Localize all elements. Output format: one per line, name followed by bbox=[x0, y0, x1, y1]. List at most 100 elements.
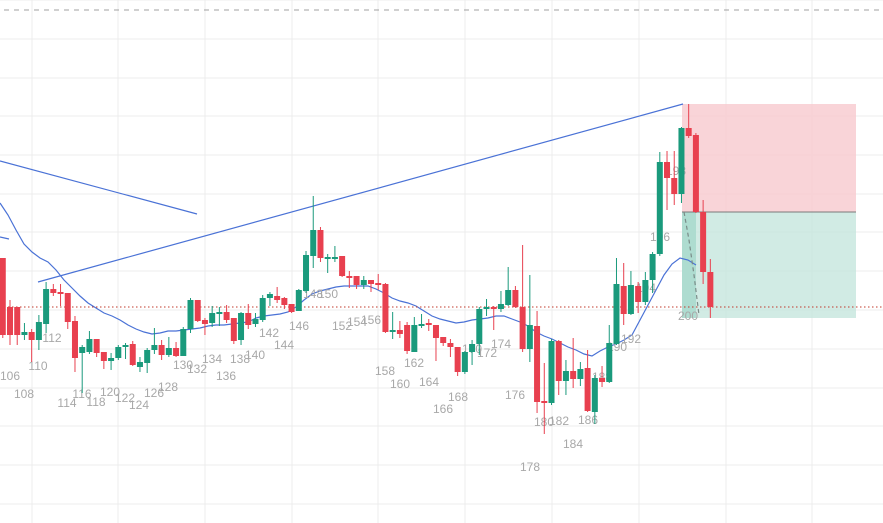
candle-up bbox=[562, 360, 569, 395]
candle-down bbox=[158, 340, 165, 360]
candle-up bbox=[548, 339, 555, 405]
candle-down bbox=[339, 256, 346, 277]
moving-average-line bbox=[0, 202, 697, 357]
candle-up bbox=[259, 295, 266, 322]
bar-index-label: 162 bbox=[404, 356, 424, 370]
candle-up bbox=[122, 343, 129, 359]
trendline[interactable] bbox=[0, 160, 198, 215]
candle-down bbox=[375, 274, 382, 290]
bar-index-label: 200 bbox=[678, 309, 698, 323]
candle-up bbox=[266, 292, 273, 306]
candle-down bbox=[245, 304, 252, 329]
bar-index-label: 116 bbox=[72, 387, 91, 401]
candle-down bbox=[71, 316, 78, 372]
candle-down bbox=[7, 300, 13, 345]
candle-up bbox=[324, 254, 331, 273]
candle-down bbox=[440, 337, 447, 346]
bar-index-label: 156 bbox=[361, 313, 381, 327]
candle-up bbox=[151, 328, 158, 354]
candle-up bbox=[469, 340, 476, 365]
candle-up bbox=[79, 345, 86, 393]
candle-down bbox=[519, 245, 526, 352]
active-profit-zone bbox=[682, 212, 696, 318]
candle-up bbox=[591, 375, 598, 424]
candle-up bbox=[461, 351, 468, 374]
candle-down bbox=[534, 311, 541, 413]
trendline[interactable] bbox=[37, 103, 684, 283]
candle-up bbox=[310, 196, 317, 268]
bar-index-label: 182 bbox=[549, 414, 569, 428]
candle-down bbox=[50, 284, 57, 296]
candle-down bbox=[664, 151, 671, 210]
bar-index-label: 144 bbox=[274, 338, 294, 352]
bar-index-label: 122 bbox=[115, 391, 135, 405]
candle-down bbox=[129, 341, 136, 366]
candle-down bbox=[584, 350, 591, 412]
candle-up bbox=[209, 306, 216, 327]
bar-index-labels: 1061081101121141161181201221241261281301… bbox=[0, 164, 698, 474]
candle-down bbox=[353, 276, 360, 289]
candle-up bbox=[180, 327, 187, 356]
candles bbox=[0, 104, 714, 434]
candle-down bbox=[620, 263, 627, 325]
trendline[interactable] bbox=[0, 236, 10, 240]
candle-up bbox=[216, 307, 223, 326]
candle-up bbox=[86, 331, 93, 354]
candle-down bbox=[64, 293, 71, 329]
bar-index-label: 164 bbox=[419, 375, 439, 389]
bar-index-label: 160 bbox=[390, 377, 410, 391]
projected-path-dashed bbox=[683, 211, 700, 316]
candle-down bbox=[512, 286, 519, 308]
candle-down bbox=[707, 259, 714, 318]
bar-index-label: 152 bbox=[332, 319, 352, 333]
candle-down bbox=[555, 340, 562, 395]
bar-index-label: 142 bbox=[259, 326, 279, 340]
candle-up bbox=[187, 298, 194, 333]
candle-up bbox=[136, 357, 143, 372]
candle-down bbox=[490, 306, 497, 330]
bar-index-label: 154 bbox=[347, 315, 367, 329]
bar-index-label: 138 bbox=[230, 352, 250, 366]
candle-up bbox=[389, 312, 396, 339]
candle-down bbox=[671, 151, 678, 205]
stop-loss-zone[interactable] bbox=[682, 104, 856, 212]
bar-index-label: 150 bbox=[318, 287, 338, 301]
bar-index-label: 186 bbox=[578, 413, 598, 427]
candle-down bbox=[447, 339, 454, 357]
candle-down bbox=[368, 280, 374, 292]
candle-down bbox=[396, 321, 403, 338]
bar-index-label: 124 bbox=[129, 398, 149, 412]
bar-index-label: 140 bbox=[245, 348, 265, 362]
bar-index-label: 134 bbox=[202, 352, 222, 366]
candle-down bbox=[274, 287, 281, 303]
candle-up bbox=[526, 275, 533, 362]
bar-index-label: 126 bbox=[144, 386, 164, 400]
candle-down bbox=[288, 304, 295, 313]
candle-down bbox=[599, 366, 606, 387]
candle-up bbox=[43, 282, 50, 333]
candle-down bbox=[454, 347, 461, 376]
bar-index-label: 118 bbox=[86, 395, 105, 409]
bar-index-label: 172 bbox=[477, 346, 497, 360]
candle-down bbox=[14, 307, 21, 345]
bar-index-label: 174 bbox=[491, 337, 511, 351]
candle-down bbox=[692, 133, 699, 213]
candle-up bbox=[678, 127, 685, 203]
candle-down bbox=[570, 338, 577, 388]
trendlines[interactable] bbox=[0, 103, 684, 283]
candle-up bbox=[606, 325, 613, 383]
candle-up bbox=[418, 314, 425, 328]
candle-down bbox=[317, 227, 324, 262]
candle-down bbox=[223, 305, 230, 323]
bar-index-label: 114 bbox=[57, 396, 76, 410]
bar-index-label: 110 bbox=[28, 359, 47, 373]
candle-down bbox=[541, 363, 548, 434]
candle-up bbox=[649, 252, 656, 293]
candle-down bbox=[685, 104, 692, 138]
bar-index-label: 192 bbox=[621, 332, 641, 346]
candle-up bbox=[331, 246, 338, 262]
candle-down bbox=[635, 282, 642, 313]
candle-down bbox=[100, 352, 107, 369]
candle-up bbox=[483, 299, 490, 316]
